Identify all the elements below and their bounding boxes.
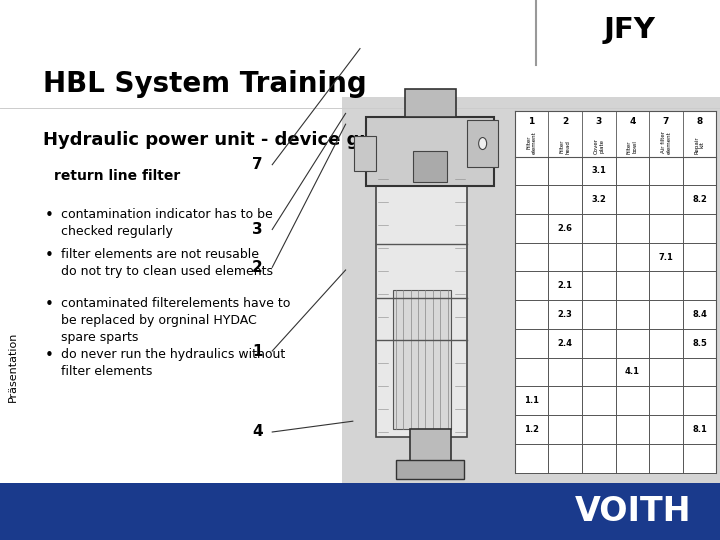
Text: •: • [45, 248, 53, 264]
Text: 1: 1 [528, 117, 535, 126]
Text: contamination indicator has to be
checked regularly: contamination indicator has to be checke… [61, 208, 273, 238]
Text: •: • [45, 208, 53, 223]
Text: 8.4: 8.4 [692, 310, 707, 319]
Text: 7: 7 [252, 157, 263, 172]
Bar [0, 483, 720, 540]
Text: Filter
bowl: Filter bowl [627, 140, 638, 153]
Text: Filter
element: Filter element [526, 131, 537, 153]
Text: 4: 4 [252, 424, 263, 440]
Text: do never run the hydraulics without
filter elements: do never run the hydraulics without filt… [61, 348, 285, 379]
Text: 7: 7 [663, 117, 669, 126]
Text: Hydraulic power unit - device guide: Hydraulic power unit - device guide [43, 131, 403, 150]
Text: 8: 8 [696, 117, 703, 126]
Text: contaminated filterelements have to
be replaced by orgninal HYDAC
spare sparts: contaminated filterelements have to be r… [61, 297, 291, 344]
Text: 8.1: 8.1 [692, 425, 707, 434]
Text: 3: 3 [595, 117, 602, 126]
Text: Air filter
element: Air filter element [661, 131, 671, 153]
Text: 4.1: 4.1 [625, 368, 640, 376]
Text: Filter
head: Filter head [560, 140, 571, 153]
Text: 7.1: 7.1 [659, 253, 673, 261]
Text: 2.4: 2.4 [558, 339, 572, 348]
Bar [354, 136, 376, 171]
Text: JFY: JFY [604, 16, 656, 44]
Bar [376, 174, 467, 437]
Text: •: • [45, 348, 53, 363]
Text: filter elements are not reusable
do not try to clean used elements: filter elements are not reusable do not … [61, 248, 273, 279]
Text: 4: 4 [629, 117, 636, 126]
Text: 2: 2 [562, 117, 568, 126]
Text: •: • [45, 297, 53, 312]
Text: 2.3: 2.3 [558, 310, 572, 319]
Bar [515, 157, 716, 472]
Bar [467, 120, 498, 167]
Text: Repair
kit: Repair kit [694, 136, 705, 153]
Text: HBL System Training: HBL System Training [43, 70, 367, 98]
Text: 3.2: 3.2 [591, 195, 606, 204]
Bar [515, 111, 716, 157]
Text: 2: 2 [252, 260, 263, 275]
Text: return line filter: return line filter [54, 168, 180, 183]
Bar [393, 291, 451, 429]
Text: Cover
plate: Cover plate [593, 138, 604, 153]
Bar [413, 151, 447, 182]
Bar [342, 97, 720, 483]
Bar [396, 460, 464, 480]
Bar [405, 90, 456, 117]
Text: 2.1: 2.1 [558, 281, 572, 291]
Text: 8.5: 8.5 [692, 339, 707, 348]
Text: 3: 3 [252, 222, 263, 237]
Text: 1.1: 1.1 [524, 396, 539, 405]
Text: Präsentation: Präsentation [8, 332, 18, 402]
Text: 1.2: 1.2 [524, 425, 539, 434]
Bar [410, 429, 451, 468]
Text: 1: 1 [252, 343, 263, 359]
Text: VOITH: VOITH [575, 495, 692, 528]
Text: 8.2: 8.2 [692, 195, 707, 204]
Ellipse shape [479, 138, 487, 150]
Bar [366, 117, 495, 186]
Text: 2.6: 2.6 [558, 224, 572, 233]
Text: 3.1: 3.1 [591, 166, 606, 176]
